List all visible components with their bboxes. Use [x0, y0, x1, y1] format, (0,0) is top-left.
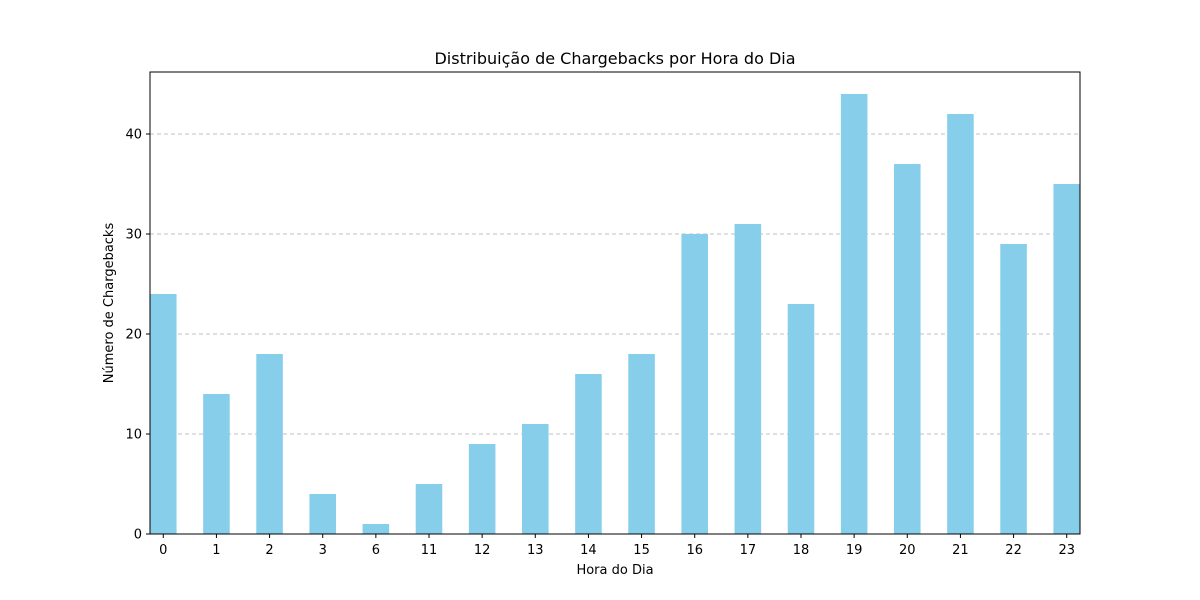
bar-0 — [150, 294, 177, 534]
x-tick-label: 12 — [474, 543, 491, 558]
bar-1 — [203, 394, 230, 534]
bar-16 — [681, 234, 708, 534]
y-axis-label: Número de Chargebacks — [102, 223, 117, 384]
x-tick-label: 19 — [846, 543, 863, 558]
bar-12 — [468, 444, 496, 534]
y-tick-label: 30 — [125, 228, 142, 243]
x-axis-label: Hora do Dia — [576, 563, 653, 578]
x-axis-ticks: 0 1 2 3 6 11 12 13 14 15 16 17 18 19 20 21 22 23 — [159, 534, 1075, 558]
y-tick-label: 10 — [125, 428, 142, 443]
chart-title: Distribuição de Chargebacks por Hora do … — [434, 49, 795, 68]
bar-6 — [362, 524, 390, 534]
bar-22 — [1000, 244, 1027, 534]
bar-21 — [947, 114, 974, 534]
x-tick-label: 11 — [421, 543, 438, 558]
y-tick-label: 0 — [134, 528, 142, 543]
y-tick-label: 40 — [125, 128, 142, 143]
bar-17 — [734, 224, 762, 534]
y-tick-label: 20 — [125, 328, 142, 343]
x-tick-label: 13 — [527, 543, 544, 558]
bar-23 — [1053, 184, 1080, 534]
x-tick-label: 14 — [580, 543, 597, 558]
x-tick-label: 20 — [899, 543, 916, 558]
x-tick-label: 22 — [1005, 543, 1022, 558]
x-tick-label: 15 — [633, 543, 650, 558]
bar-3 — [309, 494, 336, 534]
x-tick-label: 3 — [319, 543, 327, 558]
bars — [150, 94, 1080, 534]
x-tick-label: 18 — [793, 543, 810, 558]
x-tick-label: 6 — [372, 543, 380, 558]
bar-13 — [522, 424, 549, 534]
bar-20 — [894, 164, 921, 534]
y-axis-ticks: 0 10 20 30 40 — [125, 128, 150, 543]
x-tick-label: 17 — [740, 543, 757, 558]
bar-15 — [628, 354, 655, 534]
bar-14 — [575, 374, 602, 534]
x-tick-label: 0 — [159, 543, 167, 558]
y-gridlines — [150, 133, 1080, 435]
bar-2 — [256, 354, 283, 534]
x-tick-label: 16 — [686, 543, 703, 558]
bar-11 — [415, 484, 443, 534]
x-tick-label: 23 — [1058, 543, 1075, 558]
plot-frame — [149, 71, 1081, 535]
bar-19 — [840, 94, 868, 534]
bar-18 — [787, 304, 815, 534]
x-tick-label: 21 — [952, 543, 969, 558]
x-tick-label: 1 — [212, 543, 220, 558]
x-tick-label: 2 — [265, 543, 273, 558]
